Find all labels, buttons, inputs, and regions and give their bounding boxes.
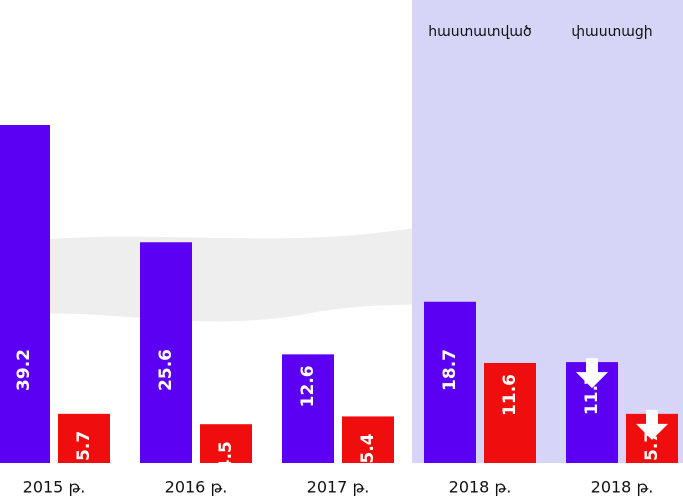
annotation: հաստատված <box>428 24 532 40</box>
value-label: 18.7 <box>440 349 460 391</box>
bar <box>424 301 476 463</box>
value-label: 11.6 <box>500 374 520 416</box>
x-tick-label: 2015 թ. <box>23 478 86 497</box>
x-tick-label: 2018 թ. <box>591 478 654 497</box>
bar <box>200 424 252 463</box>
value-label: 5.7 <box>74 431 94 461</box>
x-tick-label: 2017 թ. <box>307 478 370 497</box>
bar <box>0 125 50 463</box>
annotation: փաստացի <box>571 24 652 40</box>
bar <box>342 416 394 463</box>
value-label: 12.6 <box>298 365 318 407</box>
value-label: 5.4 <box>358 433 378 463</box>
arrow <box>576 358 608 389</box>
value-label: 39.2 <box>14 349 34 391</box>
bar <box>484 362 536 463</box>
x-tick-label: 2016 թ. <box>165 478 228 497</box>
value-label: 11.7 <box>582 373 602 415</box>
bar <box>58 413 110 463</box>
arrow <box>636 409 668 440</box>
bar <box>282 354 334 463</box>
value-label: 25.6 <box>156 349 176 391</box>
value-label: 4.5 <box>216 441 236 471</box>
value-label: 5.7 <box>642 431 662 461</box>
bar <box>140 242 192 463</box>
x-tick-label: 2018 թ. <box>449 478 512 497</box>
